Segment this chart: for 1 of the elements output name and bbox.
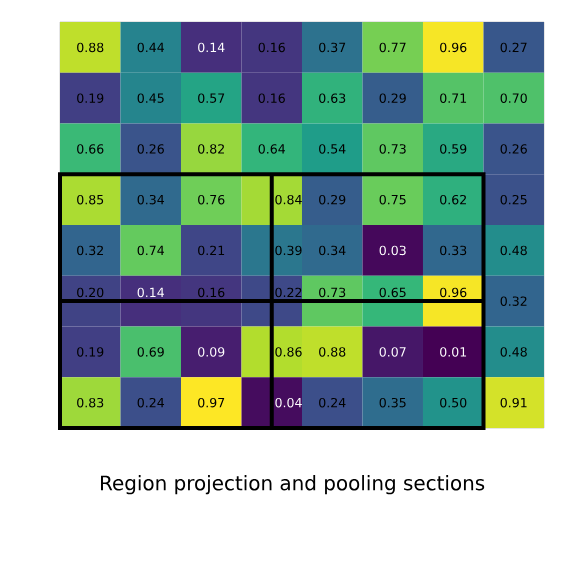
text: Region projection and pooling sections	[101, 475, 485, 495]
